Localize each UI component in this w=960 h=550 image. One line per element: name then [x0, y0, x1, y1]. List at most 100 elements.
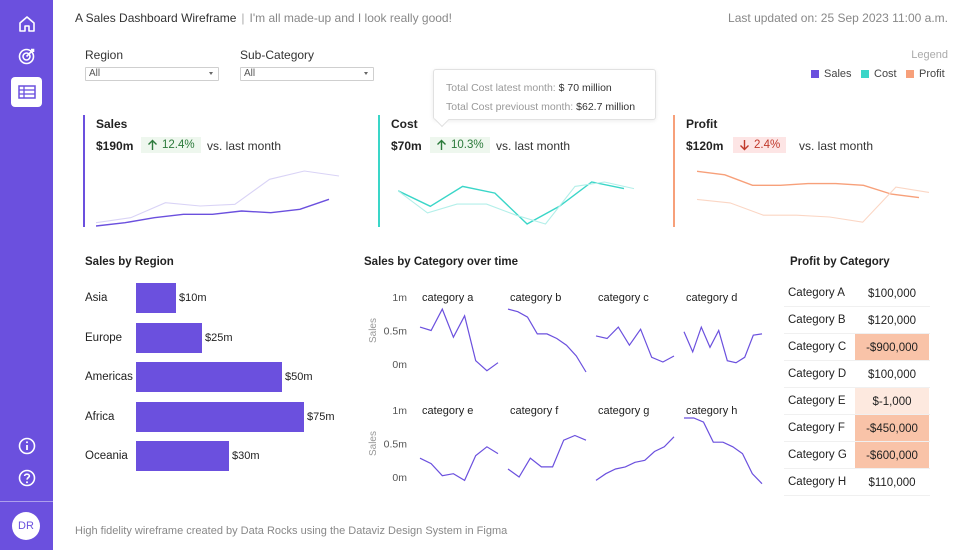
- table-row-divider: [784, 387, 930, 388]
- region-value-label: $30m: [232, 450, 260, 462]
- table-cell-category: Category G: [788, 449, 847, 461]
- sparkline-cost: [398, 181, 635, 225]
- sales-by-region-title: Sales by Region: [85, 256, 174, 268]
- region-filter-label: Region: [85, 48, 124, 62]
- y-axis-label: Sales: [368, 431, 379, 456]
- footer-credit: High fidelity wireframe created by Data …: [75, 525, 508, 537]
- kpi-change-sales: 12.4%: [162, 139, 195, 151]
- page-title: A Sales Dashboard Wireframe | I'm all made…: [75, 11, 452, 25]
- kpi-title-sales: Sales: [96, 117, 128, 131]
- sidebar-item-home[interactable]: [11, 9, 42, 39]
- table-cell-value: -$600,000: [855, 442, 929, 469]
- table-row: Category F -$450,000: [784, 415, 930, 442]
- tooltip-latest-label: Total Cost latest month:: [446, 82, 556, 94]
- region-value-label: $75m: [307, 410, 335, 423]
- help-icon: [18, 469, 35, 487]
- tooltip-previous: Total Cost previoust month: $62.7 millio…: [446, 101, 635, 113]
- region-label: Oceania: [85, 450, 128, 462]
- region-bar[interactable]: [136, 283, 176, 313]
- region-bar[interactable]: [136, 441, 229, 471]
- region-value-label: $25m: [205, 331, 233, 344]
- sales-line-previous: [96, 170, 340, 224]
- kpi-change-cost: 10.3%: [451, 139, 484, 151]
- tooltip-pointer: [434, 112, 450, 128]
- table-row: Category H $110,000: [784, 469, 930, 496]
- panel-title: category d: [686, 292, 737, 304]
- table-cell-category: Category C: [788, 341, 847, 353]
- kpi-change-badge-profit: 2.4%: [733, 137, 787, 153]
- category-line: [684, 417, 763, 485]
- legend-swatch-sales: [811, 70, 819, 78]
- table-row: Category D $100,000: [784, 361, 930, 388]
- cost-tooltip: Total Cost latest month: $ 70 million To…: [433, 69, 656, 128]
- kpi-title-cost: Cost: [391, 117, 418, 131]
- subcategory-select[interactable]: All: [240, 67, 374, 81]
- sales-by-category-chart: Sales 1m 0.5m 0m Sales 1m 0.5m 0m category a cate…: [368, 292, 763, 485]
- region-value-label: $50m: [285, 371, 313, 383]
- panel-title: category c: [598, 292, 649, 304]
- table-cell-category: Category F: [788, 422, 845, 434]
- table-row: Category B $120,000: [784, 307, 930, 334]
- sidebar-item-info[interactable]: [11, 431, 42, 461]
- table-row-divider: [784, 360, 930, 361]
- table-row-divider: [784, 441, 930, 442]
- legend-swatch-profit: [906, 70, 914, 78]
- region-label: Americas: [85, 371, 133, 383]
- sparkline-profit: [697, 170, 930, 223]
- region-bar[interactable]: [136, 362, 282, 392]
- tooltip-previous-label: Total Cost previoust month:: [446, 101, 574, 113]
- kpi-title-profit: Profit: [686, 117, 718, 131]
- table-row-divider: [784, 333, 930, 334]
- sidebar-item-table[interactable]: [11, 77, 42, 107]
- sparkline-sales: [96, 170, 340, 227]
- info-icon: [18, 437, 35, 455]
- legend-label-profit: Profit: [919, 68, 945, 80]
- category-line: [595, 436, 675, 481]
- table-cell-value: $120,000: [868, 314, 916, 327]
- table-row: Category A $100,000: [784, 280, 930, 307]
- chevron-down-icon: [364, 72, 368, 75]
- table-icon: [17, 85, 36, 99]
- category-line: [419, 307, 499, 372]
- region-bar[interactable]: [136, 401, 304, 432]
- region-label: Africa: [85, 410, 115, 423]
- profit-line-latest: [697, 170, 920, 199]
- category-line: [507, 308, 587, 373]
- region-bar[interactable]: [136, 322, 202, 353]
- arrow-down-icon: [740, 140, 749, 151]
- category-line: [595, 326, 675, 363]
- legend-swatch-cost: [861, 70, 869, 78]
- region-select[interactable]: All: [85, 67, 219, 81]
- kpi-vs-cost: vs. last month: [496, 139, 571, 153]
- panel-title: category g: [598, 405, 649, 417]
- legend-title: Legend: [911, 49, 948, 61]
- legend-label-cost: Cost: [874, 68, 897, 80]
- table-row-divider: [784, 468, 930, 469]
- sidebar-divider: [0, 501, 53, 502]
- y-tick-label: 0.5m: [384, 439, 408, 451]
- panel-title: category a: [422, 292, 474, 304]
- arrow-up-icon: [148, 139, 157, 150]
- table-cell-value: $100,000: [868, 368, 916, 381]
- table-cell-category: Category E: [788, 395, 846, 407]
- kpi-vs-profit: vs. last month: [799, 139, 874, 153]
- subcategory-filter-label: Sub-Category: [240, 48, 315, 62]
- sales-by-category-title: Sales by Category over time: [364, 256, 519, 268]
- region-label: Europe: [85, 331, 123, 344]
- home-icon: [18, 16, 35, 32]
- sidebar-item-help[interactable]: [11, 463, 42, 493]
- table-row: Category C -$900,000: [784, 334, 930, 361]
- tooltip-previous-value: $62.7 million: [576, 101, 636, 113]
- kpi-change-badge-sales: 12.4%: [141, 137, 201, 153]
- sidebar-item-goals[interactable]: [11, 41, 42, 71]
- kpi-value-cost: $70m: [391, 139, 422, 153]
- y-axis-label: Sales: [368, 318, 379, 343]
- y-tick-label: 0m: [392, 472, 407, 484]
- tooltip-latest: Total Cost latest month: $ 70 million: [446, 82, 612, 94]
- table-cell-category: Category H: [788, 476, 847, 488]
- table-row: Category G -$600,000: [784, 442, 930, 469]
- table-cell-value: -$450,000: [855, 415, 929, 442]
- legend-item-cost: Cost: [861, 68, 897, 80]
- avatar[interactable]: DR: [12, 512, 40, 540]
- profit-by-category-title: Profit by Category: [790, 256, 890, 268]
